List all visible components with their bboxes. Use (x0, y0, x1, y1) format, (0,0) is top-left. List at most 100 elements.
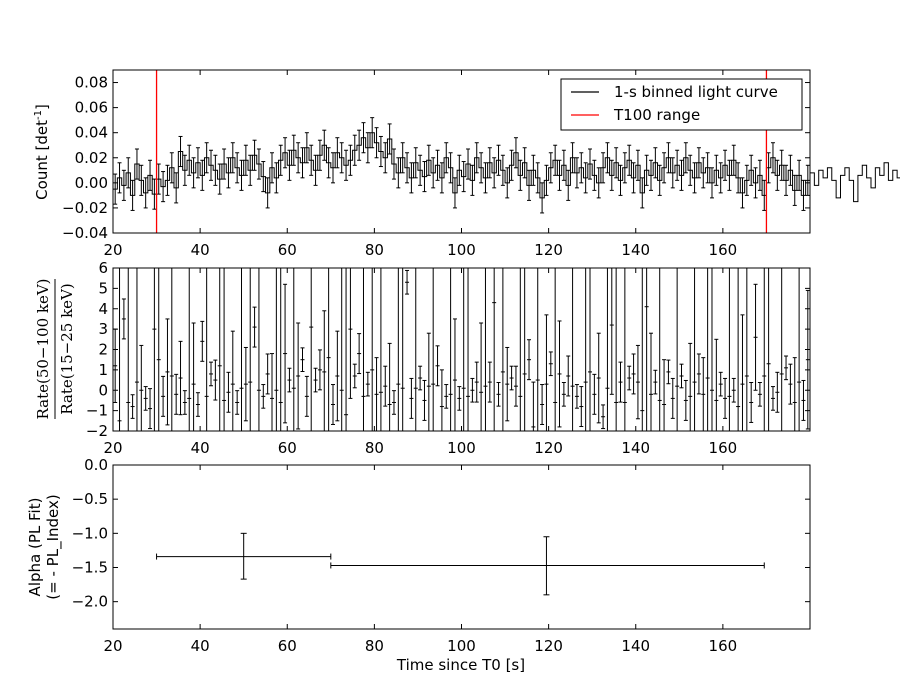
alpha-panel: 20 40 60 80 100 120 140 160−2.0−1.5−1.0−0.50.0 … (26, 456, 811, 674)
light-curve-xtick-label-7: 160 (709, 241, 738, 259)
light-curve-errorbar (396, 157, 401, 189)
light-curve-errorbar (422, 161, 427, 193)
light-curve-errorbar (535, 162, 540, 194)
hardness-ratio-point (727, 268, 732, 431)
hardness-ratio-point (766, 268, 771, 431)
light-curve-errorbar (352, 134, 357, 166)
hardness-ratio-point (121, 298, 126, 340)
light-curve-errorbar (670, 157, 675, 189)
hardness-ratio-point (675, 268, 680, 431)
light-curve-errorbar (797, 159, 802, 191)
light-curve-errorbar (723, 149, 728, 181)
light-curve-errorbar (418, 154, 423, 186)
hardness-ratio-point (670, 377, 675, 419)
hardness-ratio-point (339, 268, 344, 431)
light-curve-errorbar (487, 147, 492, 179)
light-curve-errorbar (736, 162, 741, 194)
hardness-ratio-point (156, 268, 161, 431)
light-curve-errorbar (378, 135, 383, 168)
hardness-ratio-point (757, 382, 762, 407)
light-curve-errorbar (574, 157, 579, 189)
hardness-ratio-point (148, 388, 153, 430)
x-axis-label: Time since T0 [s] (396, 656, 525, 674)
hardness-ratio-point (344, 268, 349, 431)
hardness-ratio-point (666, 359, 671, 385)
light-curve-errorbar (191, 157, 196, 189)
light-curve-ticks: 20 40 60 80 100 120 140 160 −0.04 −0.02 0.00 0.02 0.… (62, 70, 810, 259)
light-curve-errorbar (718, 162, 723, 194)
light-curve-errorbar (792, 174, 797, 206)
hardness-ratio-ytick-label-6: 4 (98, 300, 108, 318)
light-curve-errorbar (731, 144, 736, 176)
light-curve-errorbar (330, 152, 335, 184)
legend: 1-s binned light curve T100 range (560, 78, 803, 131)
hardness-ratio-point (561, 382, 566, 407)
hardness-ratio-point (448, 268, 453, 431)
light-curve-errorbar (121, 169, 126, 201)
hardness-ratio-point (574, 384, 579, 409)
hardness-ratio-point (509, 365, 514, 391)
light-curve-errorbar (618, 164, 623, 196)
light-curve-errorbar (744, 164, 749, 196)
hardness-ratio-point (365, 371, 370, 397)
light-curve-errorbar (805, 164, 810, 196)
light-curve-errorbar (753, 167, 758, 199)
hardness-ratio-point (588, 268, 593, 431)
hardness-ratio-point (326, 268, 331, 431)
hardness-ratio-point (296, 322, 301, 430)
light-curve-errorbar (531, 154, 536, 186)
hardness-ratio-point (784, 355, 789, 381)
light-curve-axes-frame (112, 69, 811, 234)
hardness-ratio-point (548, 351, 553, 377)
alpha-xtick-label-5: 120 (534, 637, 563, 655)
light-curve-errorbar (383, 142, 388, 174)
light-curve-errorbar (709, 167, 714, 199)
alpha-ytick-label-2: −1.0 (72, 524, 108, 542)
hardness-ratio-point (200, 320, 205, 362)
light-curve-errorbar (252, 139, 257, 171)
light-curve-errorbar (387, 123, 392, 155)
hardness-ratio-point (601, 404, 606, 430)
light-curve-errorbar (134, 148, 139, 180)
hardness-ratio-point (553, 268, 558, 431)
hardness-ratio-point (770, 386, 775, 411)
light-curve-errorbar (705, 152, 710, 184)
light-curve-errorbar (770, 142, 775, 174)
light-curve-errorbar (544, 164, 549, 196)
alpha-xtick-label-2: 60 (278, 637, 297, 655)
hardness-ratio-point (357, 333, 362, 375)
hardness-ratio-panel: 20 40 60 80 100 120 140 160 −2 −1 0 1 2 3 4 5 6 Rate(50−… (34, 259, 811, 457)
hardness-ratio-point (805, 289, 810, 430)
hardness-ratio-point (696, 353, 701, 395)
alpha-xtick-label-7: 160 (709, 637, 738, 655)
hardness-ratio-point (300, 347, 305, 373)
hardness-ratio-point (431, 268, 436, 431)
alpha-axes-frame (112, 464, 811, 630)
hardness-ratio-point (409, 377, 414, 419)
hardness-ratio-point (383, 365, 388, 407)
light-curve-errorbar (274, 162, 279, 194)
light-curve-errorbar (701, 157, 706, 189)
alpha-point-1 (330, 536, 765, 596)
light-curve-errorbar (683, 142, 688, 174)
light-curve-errorbar (270, 152, 275, 184)
hardness-ratio-point (213, 359, 218, 401)
hardness-ratio-point (762, 268, 767, 431)
alpha-ylabel-line2: (= - PL_Index) (44, 494, 63, 599)
light-curve-errorbar (622, 152, 627, 184)
light-curve-errorbar (457, 154, 462, 186)
hardness-ratio-xtick-label-0: 20 (103, 439, 122, 457)
hardness-ratio-point (631, 353, 636, 395)
light-curve-errorbar (470, 164, 475, 196)
hardness-ratio-point (317, 349, 322, 391)
hardness-ratio-point (731, 377, 736, 403)
light-curve-ytick-label-3: 0.02 (75, 149, 108, 167)
hardness-ratio-ylabel: Rate(50−100 keV) Rate(15−25 keV) (34, 278, 76, 419)
light-curve-errorbar (496, 144, 501, 176)
hardness-ratio-point (496, 382, 501, 407)
hardness-ratio-point (570, 268, 575, 431)
light-curve-ylabel: Count [det-1] (33, 104, 51, 200)
light-curve-errorbar (348, 144, 353, 176)
light-curve-xtick-label-5: 120 (534, 241, 563, 259)
light-curve-errorbar (139, 164, 144, 196)
